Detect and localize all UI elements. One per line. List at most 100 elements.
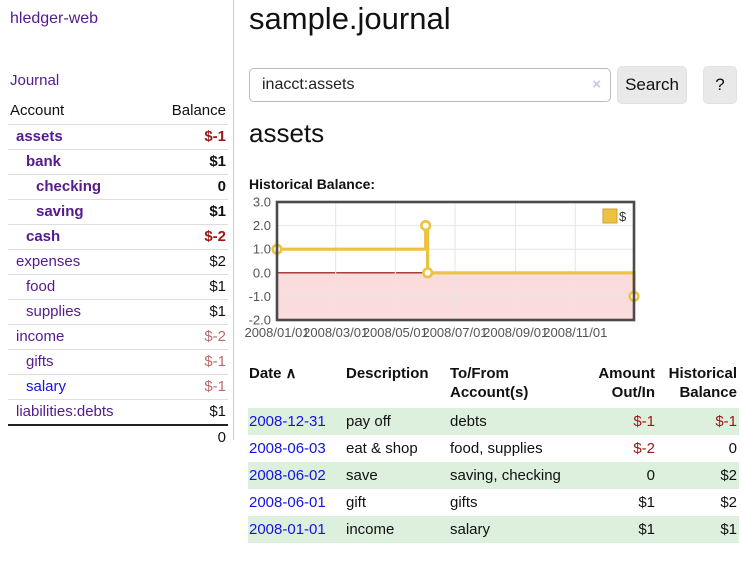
sort-ascending-icon: ∧ <box>285 365 297 382</box>
account-link-income[interactable]: income <box>16 328 65 345</box>
transaction-row: 2008-06-01 gift gifts $1 $2 <box>248 489 739 516</box>
transaction-balance: 0 <box>728 440 737 457</box>
y-axis-tick-label: 3.0 <box>253 195 271 210</box>
register-header-date[interactable]: Date ∧ <box>248 360 345 408</box>
account-link-salary[interactable]: salary <box>26 378 67 395</box>
account-balance: $-2 <box>150 224 228 250</box>
y-axis-tick-label: 0.0 <box>253 265 271 280</box>
y-axis-tick-label: 2.0 <box>253 218 271 233</box>
transaction-date-cell: 2008-01-01 <box>248 516 345 543</box>
data-point-marker <box>422 267 434 279</box>
transaction-amount: $-2 <box>633 440 655 457</box>
transaction-amount: 0 <box>646 467 655 484</box>
accounts-table: Account Balance assets $-1 bank $1 checking 0… <box>8 98 228 450</box>
transaction-balance: $2 <box>720 494 737 511</box>
sidebar-divider <box>233 0 234 440</box>
account-row: expenses $2 <box>8 249 228 275</box>
transaction-date-link[interactable]: 2008-06-02 <box>249 467 326 484</box>
account-balance: $1 <box>150 199 228 225</box>
transaction-description: pay off <box>346 413 391 430</box>
account-link-expenses[interactable]: expenses <box>16 253 81 270</box>
y-axis-tick-label: 1.0 <box>253 242 271 257</box>
account-balance: $-1 <box>150 349 228 375</box>
sidebar-item-journal[interactable]: Journal <box>10 72 60 89</box>
transaction-description: income <box>346 521 395 538</box>
account-link-supplies[interactable]: supplies <box>26 303 82 320</box>
register-table: Date ∧ Description To/From Account(s) Amou… <box>248 360 739 543</box>
search-input[interactable] <box>249 68 611 102</box>
account-link-bank[interactable]: bank <box>26 153 62 170</box>
accounts-header-line2: Account(s) <box>450 384 529 401</box>
transaction-date-link[interactable]: 2008-06-03 <box>249 440 326 457</box>
date-header-label: Date <box>249 365 282 382</box>
amount-header-line1: Amount <box>598 365 655 382</box>
account-balance: $-2 <box>150 324 228 350</box>
historical-balance-chart: $3.0 2.0 1.0 0.0 -1.0 -2.0 2008/01/01 2008/03/0… <box>244 195 648 348</box>
account-link-food[interactable]: food <box>26 278 56 295</box>
transaction-description: gift <box>346 494 367 511</box>
transaction-balance: $2 <box>720 467 737 484</box>
search-form: × Search ? <box>249 66 739 104</box>
clear-search-icon[interactable]: × <box>592 76 601 93</box>
account-balance: $1 <box>150 299 228 325</box>
transaction-date-cell: 2008-12-31 <box>248 408 345 435</box>
account-row: salary $-1 <box>8 374 228 400</box>
search-button[interactable]: Search <box>617 66 687 104</box>
accounts-header-balance: Balance <box>171 102 226 119</box>
account-link-saving[interactable]: saving <box>36 203 84 220</box>
search-help-button[interactable]: ? <box>703 66 737 104</box>
transaction-date-cell: 2008-06-03 <box>248 435 345 462</box>
legend-swatch <box>602 208 618 224</box>
transaction-accounts: gifts <box>450 494 478 511</box>
brand-link[interactable]: hledger-web <box>10 10 99 27</box>
account-row: assets $-1 <box>8 124 228 150</box>
data-point-marker <box>420 219 432 232</box>
transaction-row: 2008-06-03 eat & shop food, supplies $-2 0 <box>248 435 739 462</box>
page-title: sample.journal <box>249 1 451 36</box>
transaction-amount: $1 <box>638 494 655 511</box>
chart-title: Historical Balance: <box>249 176 376 192</box>
account-balance: $-1 <box>150 124 228 150</box>
transaction-date-link[interactable]: 2008-01-01 <box>249 521 326 538</box>
transaction-accounts: saving, checking <box>450 467 561 484</box>
x-axis-tick-label: 2008/01/01 <box>244 325 309 340</box>
transaction-accounts: debts <box>450 413 487 430</box>
x-axis-tick-label: 2008/11/01 <box>543 325 607 340</box>
account-link-checking[interactable]: checking <box>36 178 102 195</box>
account-heading: assets <box>249 118 325 148</box>
account-row: bank $1 <box>8 149 228 175</box>
account-balance: $2 <box>150 249 228 275</box>
transaction-balance: $1 <box>720 521 737 538</box>
y-axis-tick-label: -2.0 <box>249 313 271 328</box>
transaction-amount: $1 <box>638 521 655 538</box>
account-link-cash[interactable]: cash <box>26 228 61 245</box>
account-row: checking 0 <box>8 174 228 200</box>
account-balance: $1 <box>150 399 228 425</box>
transaction-date-link[interactable]: 2008-06-01 <box>249 494 326 511</box>
transaction-accounts: salary <box>450 521 491 538</box>
search-box: × <box>249 68 611 102</box>
account-link-gifts[interactable]: gifts <box>26 353 54 370</box>
transaction-accounts: food, supplies <box>450 440 543 457</box>
accounts-total-value: 0 <box>150 424 228 450</box>
transaction-row: 2008-01-01 income salary $1 $1 <box>248 516 739 543</box>
account-row: income $-2 <box>8 324 228 350</box>
transaction-row: 2008-06-02 save saving, checking 0 $2 <box>248 462 739 489</box>
x-axis-tick-label: 2008/05/01 <box>363 325 428 340</box>
account-link-liabilities-debts[interactable]: liabilities:debts <box>16 403 114 420</box>
main-content: sample.journal × Search ? assets Histori… <box>244 0 742 582</box>
account-balance: $-1 <box>150 374 228 400</box>
accounts-total-spacer <box>8 424 151 450</box>
account-link-assets[interactable]: assets <box>16 128 63 145</box>
transaction-date-link[interactable]: 2008-12-31 <box>249 413 326 430</box>
transaction-row: 2008-12-31 pay off debts $-1 $-1 <box>248 408 739 435</box>
x-axis-tick-label: 2008/07/01 <box>422 325 487 340</box>
account-balance: 0 <box>150 174 228 200</box>
account-row: cash $-2 <box>8 224 228 250</box>
account-row: gifts $-1 <box>8 349 228 375</box>
register-header-row: Date ∧ Description To/From Account(s) Amou… <box>248 360 739 408</box>
transaction-date-cell: 2008-06-02 <box>248 462 345 489</box>
balance-header-line2: Balance <box>679 384 737 401</box>
register-header-accounts: To/From Account(s) <box>449 360 579 408</box>
accounts-header-line1: To/From <box>450 365 509 382</box>
